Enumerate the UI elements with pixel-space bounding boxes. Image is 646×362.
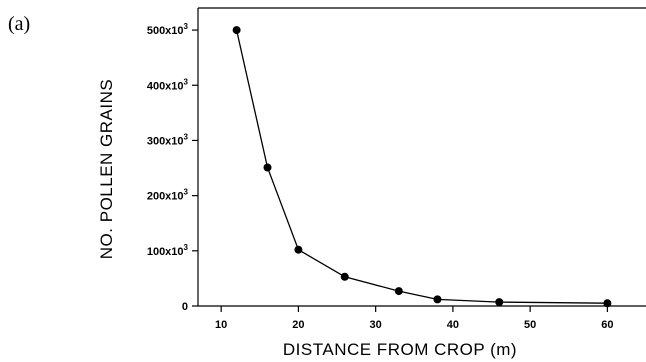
y-axis-title: NO. POLLEN GRAINS <box>97 79 116 259</box>
data-point <box>603 299 612 308</box>
x-tick-label: 40 <box>447 319 459 331</box>
x-tick-label: 30 <box>370 319 382 331</box>
y-tick-label: 300x103 <box>147 132 189 147</box>
y-tick-label: 0 <box>182 301 188 313</box>
data-point <box>433 295 442 304</box>
x-ticks: 10 20 30 40 50 60 <box>215 306 614 331</box>
x-tick-label: 10 <box>215 319 227 331</box>
series-line <box>235 29 608 304</box>
y-tick-label: 100x103 <box>147 243 189 258</box>
x-tick-label: 20 <box>292 319 304 331</box>
data-point <box>294 245 303 254</box>
data-point <box>495 298 504 307</box>
y-ticks: 0 100x103 200x103 300x103 400x103 500x103 <box>147 22 198 313</box>
x-tick-label: 50 <box>524 319 536 331</box>
x-tick-label: 60 <box>601 319 613 331</box>
axes <box>197 7 646 307</box>
y-tick-label: 500x103 <box>147 22 189 37</box>
y-tick-label: 400x103 <box>147 77 189 92</box>
data-point <box>394 287 403 296</box>
series <box>232 26 612 308</box>
data-point <box>340 272 349 281</box>
data-point <box>232 26 241 35</box>
y-tick-label: 200x103 <box>147 188 189 203</box>
panel-label: (a) <box>8 13 30 35</box>
x-axis-title: DISTANCE FROM CROP (m) <box>283 340 517 359</box>
data-point <box>263 163 272 172</box>
